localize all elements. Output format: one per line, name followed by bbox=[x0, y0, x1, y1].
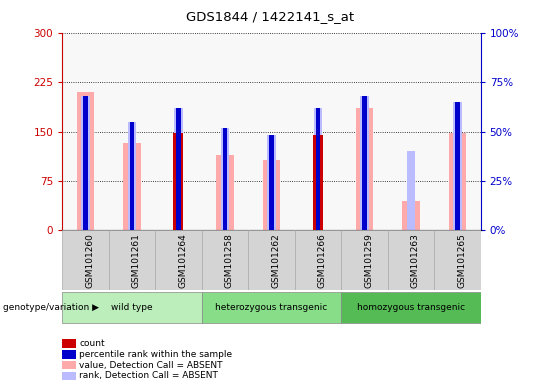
Bar bbox=[355, 108, 373, 230]
Bar bbox=[222, 127, 227, 230]
Bar bbox=[77, 92, 94, 230]
FancyBboxPatch shape bbox=[248, 230, 295, 290]
Bar bbox=[81, 96, 90, 230]
Text: GSM101265: GSM101265 bbox=[457, 233, 467, 288]
Bar bbox=[262, 160, 280, 230]
Bar bbox=[221, 127, 229, 230]
Bar bbox=[173, 134, 184, 230]
Text: genotype/variation ▶: genotype/variation ▶ bbox=[3, 303, 99, 312]
Bar bbox=[449, 133, 466, 230]
FancyBboxPatch shape bbox=[155, 230, 201, 290]
FancyBboxPatch shape bbox=[201, 292, 341, 323]
Bar bbox=[130, 122, 134, 230]
Bar bbox=[315, 108, 320, 230]
Text: count: count bbox=[79, 339, 105, 348]
Text: GDS1844 / 1422141_s_at: GDS1844 / 1422141_s_at bbox=[186, 10, 354, 23]
Bar bbox=[455, 102, 460, 230]
Text: GSM101264: GSM101264 bbox=[178, 233, 187, 288]
Text: GSM101263: GSM101263 bbox=[411, 233, 420, 288]
Bar bbox=[267, 136, 275, 230]
Text: value, Detection Call = ABSENT: value, Detection Call = ABSENT bbox=[79, 361, 223, 370]
Bar bbox=[313, 136, 323, 230]
Text: heterozygous transgenic: heterozygous transgenic bbox=[215, 303, 327, 312]
Bar bbox=[453, 102, 462, 230]
FancyBboxPatch shape bbox=[62, 230, 109, 290]
Text: GSM101260: GSM101260 bbox=[85, 233, 94, 288]
Text: GSM101259: GSM101259 bbox=[364, 233, 373, 288]
Bar bbox=[216, 155, 234, 230]
Bar bbox=[127, 122, 136, 230]
Text: wild type: wild type bbox=[111, 303, 153, 312]
FancyBboxPatch shape bbox=[388, 230, 434, 290]
Text: GSM101261: GSM101261 bbox=[132, 233, 141, 288]
Bar bbox=[123, 143, 141, 230]
Text: homozygous transgenic: homozygous transgenic bbox=[357, 303, 465, 312]
Text: GSM101258: GSM101258 bbox=[225, 233, 234, 288]
Text: percentile rank within the sample: percentile rank within the sample bbox=[79, 350, 233, 359]
Bar bbox=[269, 136, 274, 230]
FancyBboxPatch shape bbox=[109, 230, 155, 290]
Text: rank, Detection Call = ABSENT: rank, Detection Call = ABSENT bbox=[79, 371, 218, 381]
Bar bbox=[176, 108, 181, 230]
FancyBboxPatch shape bbox=[341, 230, 388, 290]
Bar bbox=[174, 108, 183, 230]
Bar bbox=[407, 151, 415, 230]
Text: GSM101266: GSM101266 bbox=[318, 233, 327, 288]
Bar bbox=[83, 96, 87, 230]
FancyBboxPatch shape bbox=[201, 230, 248, 290]
Text: GSM101262: GSM101262 bbox=[272, 233, 280, 288]
Bar bbox=[360, 96, 368, 230]
FancyBboxPatch shape bbox=[341, 292, 481, 323]
Bar bbox=[362, 96, 367, 230]
Bar bbox=[314, 108, 322, 230]
Bar bbox=[402, 201, 420, 230]
FancyBboxPatch shape bbox=[295, 230, 341, 290]
FancyBboxPatch shape bbox=[62, 292, 201, 323]
FancyBboxPatch shape bbox=[434, 230, 481, 290]
